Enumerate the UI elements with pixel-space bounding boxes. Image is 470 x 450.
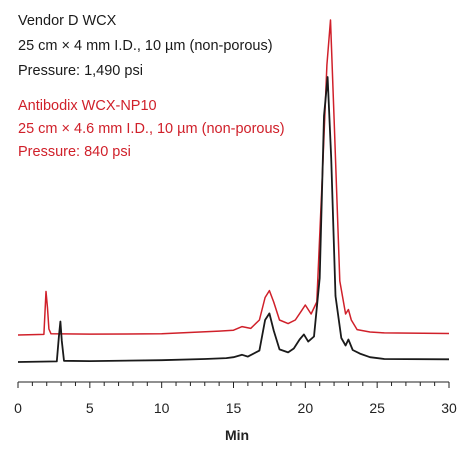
- x-tick-label-25: 25: [369, 400, 385, 416]
- legend-antibodix: Antibodix WCX-NP10 25 cm × 4.6 mm I.D., …: [18, 98, 285, 160]
- legend-antibodix-line-3: Pressure: 840 psi: [18, 144, 131, 160]
- legend-vendor-line-1: Vendor D WCX: [18, 13, 117, 29]
- series-group: [17, 19, 450, 363]
- x-tick-label-10: 10: [154, 400, 170, 416]
- legend-vendor-line-3: Pressure: 1,490 psi: [18, 63, 143, 79]
- x-tick-label-15: 15: [226, 400, 242, 416]
- x-tick-label-5: 5: [86, 400, 94, 416]
- x-axis-title: Min: [225, 427, 249, 443]
- x-tick-label-0: 0: [14, 400, 22, 416]
- legend-vendor: Vendor D WCX 25 cm × 4 mm I.D., 10 µm (n…: [18, 13, 273, 79]
- x-axis-ticks: 0 5 10 15 20 25 30: [14, 382, 457, 416]
- series-line-antibodix-wcx-np10: [17, 19, 450, 336]
- legend-antibodix-line-2: 25 cm × 4.6 mm I.D., 10 µm (non-porous): [18, 121, 285, 137]
- legend-antibodix-line-1: Antibodix WCX-NP10: [18, 98, 157, 114]
- x-tick-label-30: 30: [441, 400, 457, 416]
- legend-vendor-line-2: 25 cm × 4 mm I.D., 10 µm (non-porous): [18, 38, 273, 54]
- x-tick-label-20: 20: [298, 400, 314, 416]
- series-line-vendor-d-wcx: [17, 76, 450, 363]
